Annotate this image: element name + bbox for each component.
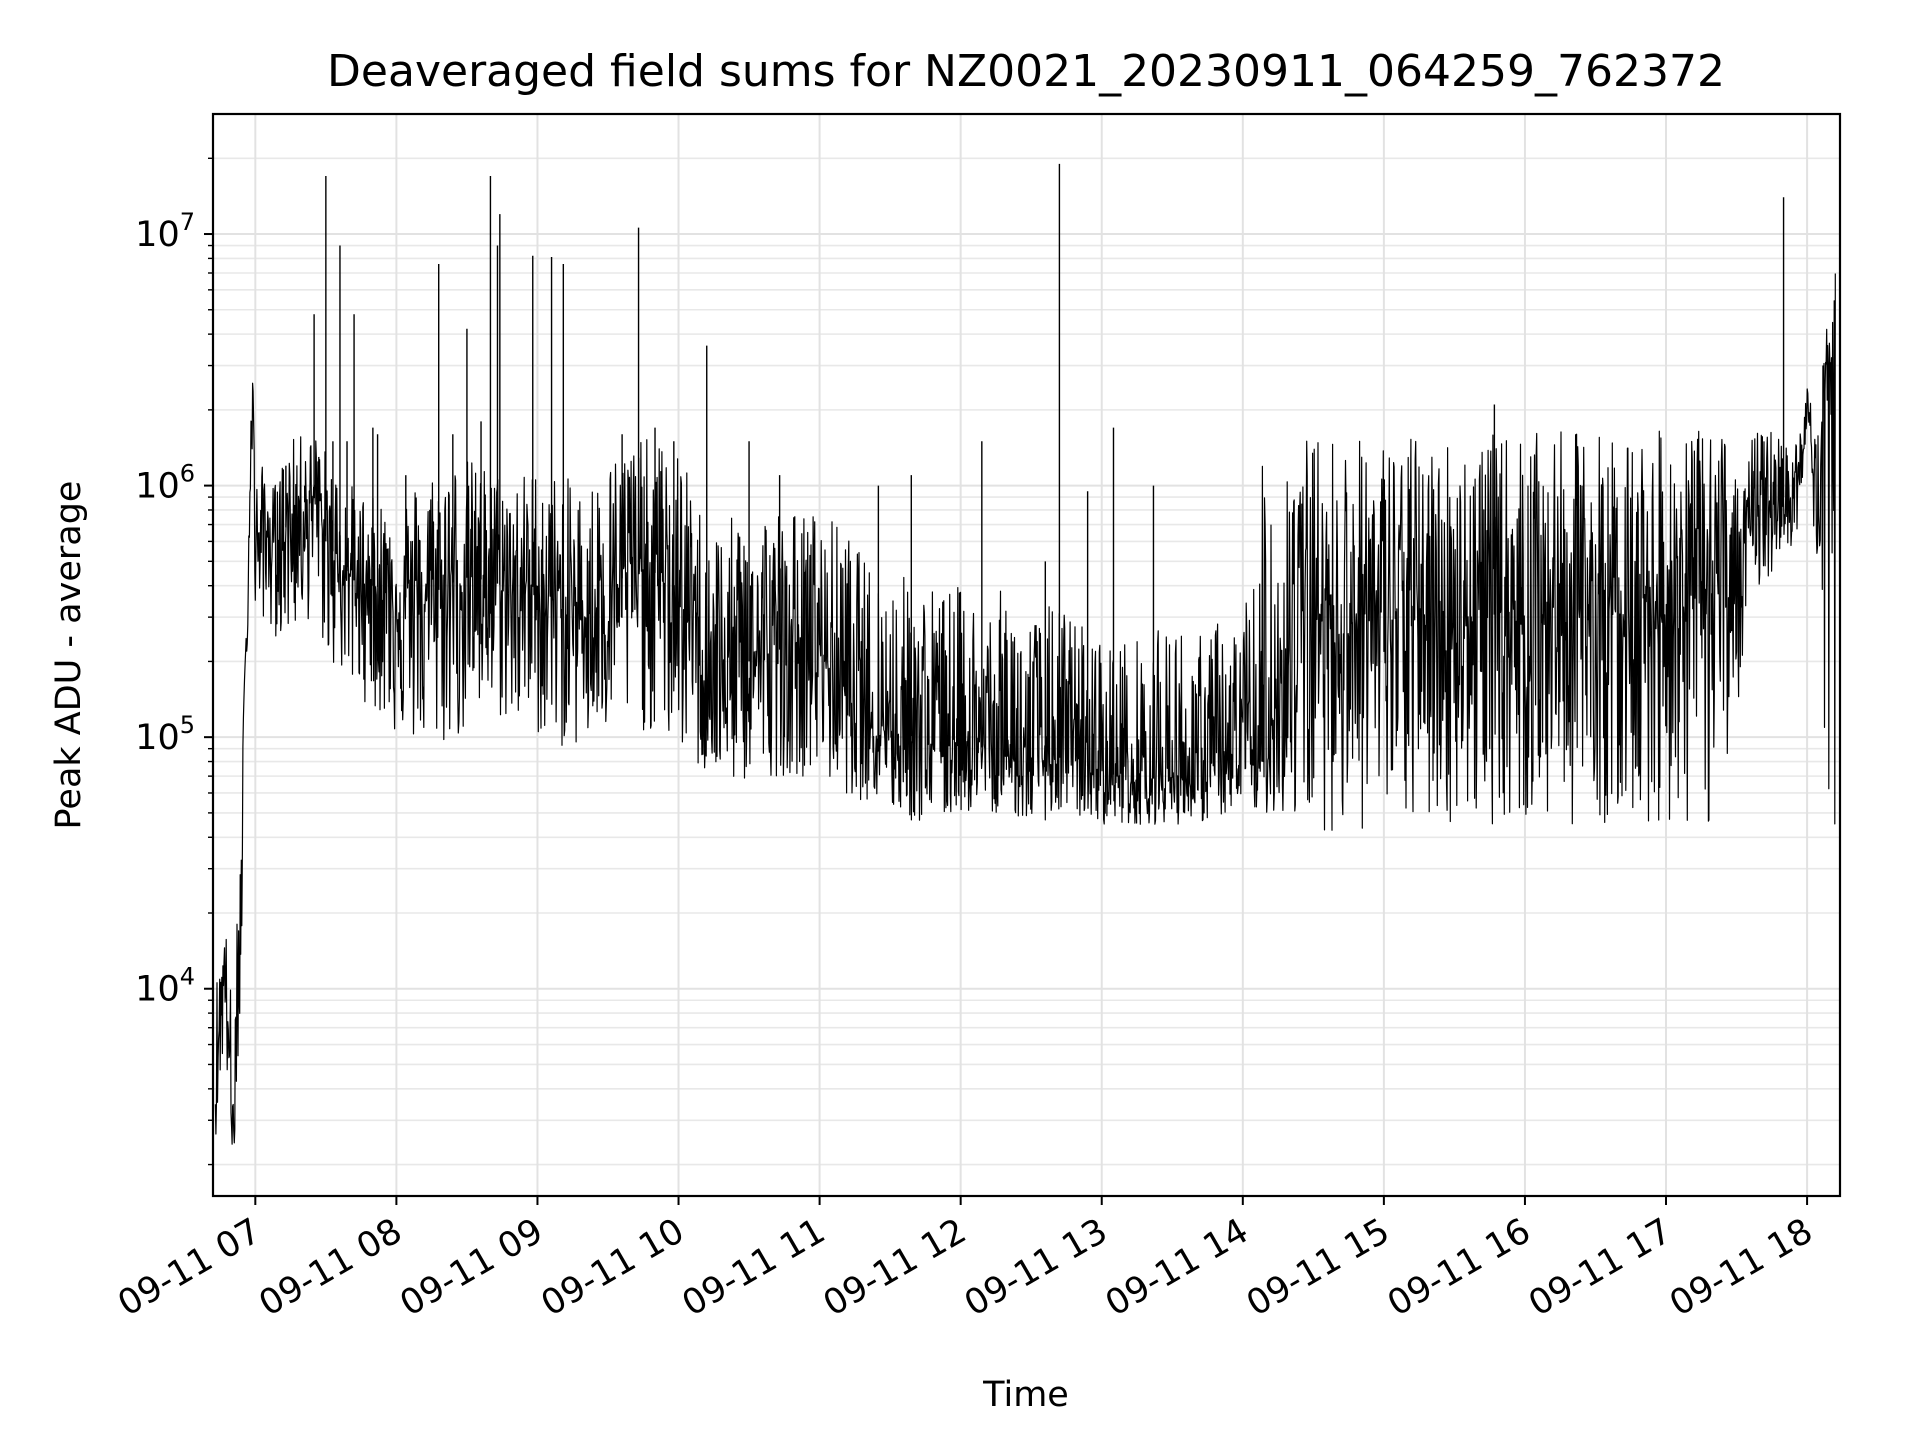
x-tick-label: 09-11 14	[1099, 1211, 1255, 1324]
x-tick-label: 09-11 17	[1522, 1211, 1678, 1324]
data-series	[214, 163, 1836, 1145]
x-axis-label: Time	[982, 1375, 1069, 1415]
chart-title: Deaveraged field sums for NZ0021_2023091…	[327, 46, 1725, 97]
x-tick-label: 09-11 10	[535, 1211, 691, 1324]
x-tick-label: 09-11 13	[958, 1211, 1114, 1324]
y-tick-label: 106	[135, 460, 195, 507]
plot-frame	[211, 112, 1842, 1198]
x-tick-label: 09-11 09	[394, 1211, 550, 1324]
x-tick-label: 09-11 08	[253, 1211, 409, 1324]
x-tick-label: 09-11 16	[1381, 1211, 1537, 1324]
x-tick-label: 09-11 07	[112, 1211, 268, 1324]
x-tick-label: 09-11 15	[1240, 1211, 1396, 1324]
series-line	[214, 273, 1836, 1145]
y-tick-label: 105	[135, 711, 195, 758]
y-axis-label: Peak ADU - average	[49, 481, 89, 830]
x-tick-label: 09-11 12	[817, 1211, 973, 1324]
x-tick-label: 09-11 11	[676, 1211, 832, 1324]
y-tick-label: 104	[135, 963, 195, 1010]
y-tick-label: 107	[135, 208, 195, 255]
x-tick-label: 09-11 18	[1663, 1211, 1819, 1324]
